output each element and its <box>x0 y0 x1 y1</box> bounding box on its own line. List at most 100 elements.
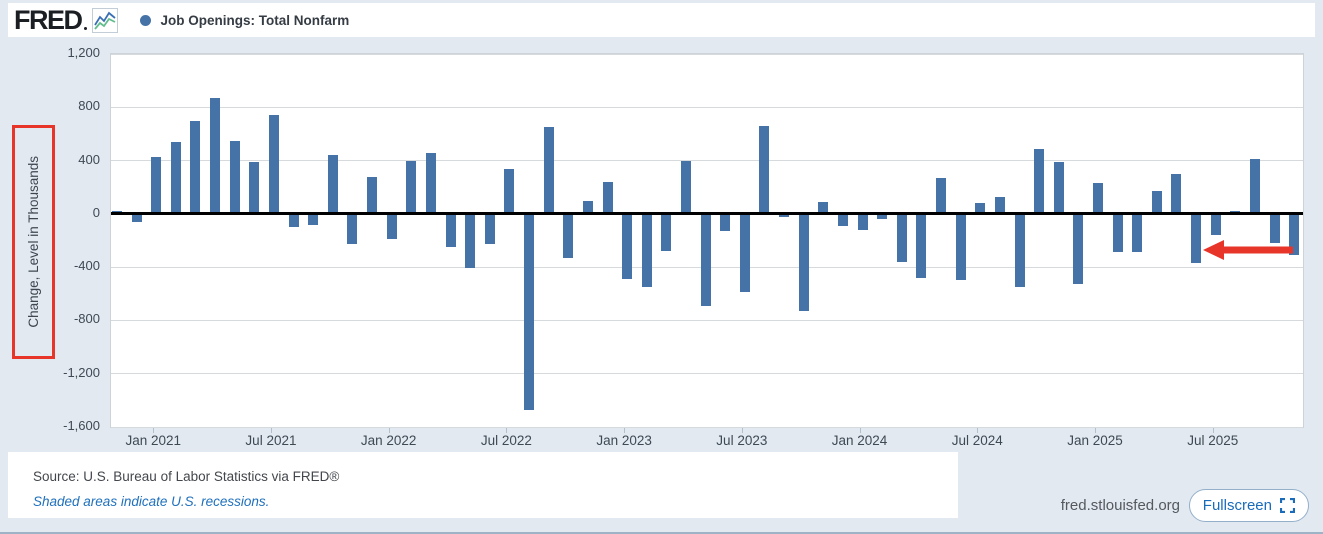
bar-jun-2022 <box>484 213 495 245</box>
bar-jul-2022 <box>504 168 515 214</box>
bar-may-2025 <box>1171 173 1182 214</box>
bar-aug-2021 <box>288 213 299 228</box>
bar-mar-2022 <box>425 152 436 214</box>
bar-may-2023 <box>700 213 711 306</box>
bar-sep-2021 <box>308 213 319 225</box>
bar-dec-2021 <box>367 176 378 214</box>
y-axis-tick-label: 1,200 <box>67 45 100 60</box>
bar-jul-2021 <box>268 115 279 214</box>
footer-notes: Source: U.S. Bureau of Labor Statistics … <box>8 452 958 518</box>
bar-apr-2025 <box>1151 191 1162 214</box>
x-axis-tick <box>153 427 155 433</box>
bar-aug-2023 <box>759 125 770 214</box>
bar-oct-2021 <box>327 155 338 214</box>
y-axis-title: Change, Level in Thousands <box>26 156 41 328</box>
fred-logo-text: FRED <box>14 5 83 35</box>
zero-line <box>111 212 1303 216</box>
red-arrow-annotation <box>1203 239 1294 260</box>
bar-mar-2024 <box>896 213 907 262</box>
bar-may-2024 <box>936 177 947 214</box>
x-axis-tick <box>977 427 979 433</box>
bar-jan-2022 <box>386 213 397 240</box>
site-link[interactable]: fred.stlouisfed.org <box>1060 497 1180 514</box>
y-axis-tick-label: -800 <box>73 311 100 327</box>
bar-mar-2023 <box>661 213 672 252</box>
fred-graph-icon <box>91 7 118 33</box>
bar-sep-2025 <box>1249 159 1260 214</box>
registered-mark-icon <box>83 27 87 30</box>
bar-jan-2021 <box>151 156 162 214</box>
bar-may-2021 <box>229 140 240 214</box>
ylabel-annotation-red-box: Change, Level in Thousands <box>12 125 55 359</box>
fullscreen-icon <box>1280 498 1295 513</box>
bar-jun-2024 <box>955 213 966 281</box>
x-axis-tick <box>1212 427 1214 433</box>
bar-oct-2022 <box>563 213 574 258</box>
x-axis-tick <box>741 427 743 433</box>
bar-jan-2024 <box>857 213 868 230</box>
x-axis-tick-label: Jul 2023 <box>716 433 768 448</box>
x-axis-tick-label: Jul 2022 <box>480 433 532 448</box>
bar-feb-2023 <box>641 213 652 288</box>
gridline <box>111 426 1303 428</box>
x-axis-tick <box>506 427 508 433</box>
bar-jan-2023 <box>622 213 633 280</box>
bar-mar-2025 <box>1132 213 1143 253</box>
x-axis-tick-label: Jan 2025 <box>1067 433 1123 448</box>
x-axis-tick-label: Jul 2024 <box>951 433 1003 448</box>
bar-jun-2023 <box>720 213 731 232</box>
bar-jun-2021 <box>249 161 260 214</box>
gridline <box>111 160 1303 162</box>
bar-jun-2025 <box>1191 213 1202 264</box>
bar-jul-2024 <box>975 203 986 214</box>
x-axis-tick-label: Jan 2024 <box>831 433 888 448</box>
y-axis-tick-label: -1,600 <box>63 418 100 433</box>
fullscreen-label: Fullscreen <box>1202 497 1272 514</box>
bar-nov-2024 <box>1053 161 1064 214</box>
bar-jul-2023 <box>739 213 750 293</box>
bar-apr-2022 <box>445 213 456 248</box>
bar-dec-2022 <box>602 181 613 214</box>
bar-jul-2025 <box>1210 213 1221 236</box>
y-axis-tick-label: 0 <box>92 204 100 220</box>
bar-jan-2025 <box>1093 183 1103 214</box>
x-axis-tick-label: Jan 2023 <box>596 433 652 448</box>
bar-apr-2024 <box>916 213 927 278</box>
fullscreen-button[interactable]: Fullscreen <box>1188 489 1309 522</box>
header: FRED Job Openings: Total Nonfarm <box>8 3 1315 37</box>
x-axis-tick <box>388 427 390 433</box>
x-axis-tick-label: Jan 2022 <box>360 433 417 448</box>
gridline <box>111 373 1303 375</box>
fred-logo[interactable]: FRED <box>14 5 90 35</box>
x-axis-tick-label: Jul 2025 <box>1187 433 1239 448</box>
bar-nov-2023 <box>818 201 829 214</box>
series-title: Job Openings: Total Nonfarm <box>160 12 350 28</box>
bar-dec-2024 <box>1073 213 1084 285</box>
bar-sep-2024 <box>1014 213 1025 288</box>
bar-apr-2023 <box>680 160 691 214</box>
bar-feb-2022 <box>406 160 417 214</box>
y-axis-tick-label: 800 <box>78 98 100 114</box>
bar-oct-2023 <box>798 213 809 312</box>
x-axis-tick-label: Jul 2021 <box>245 433 297 448</box>
x-axis-tick <box>1095 427 1096 433</box>
y-axis-tick-label: 400 <box>78 151 100 167</box>
bar-dec-2023 <box>837 213 848 226</box>
bar-mar-2021 <box>190 120 201 214</box>
bar-nov-2025 <box>1289 213 1300 256</box>
bar-oct-2025 <box>1269 213 1280 244</box>
bar-nov-2021 <box>347 213 358 245</box>
x-axis-tick <box>270 427 272 433</box>
bar-apr-2021 <box>210 97 221 214</box>
y-axis-tick-label: -1,200 <box>63 364 100 380</box>
plot-area[interactable] <box>110 53 1304 428</box>
gridline <box>111 53 1303 55</box>
bar-aug-2024 <box>994 196 1005 214</box>
bar-feb-2021 <box>170 141 181 214</box>
bar-nov-2022 <box>582 200 593 214</box>
recession-note-link[interactable]: Shaded areas indicate U.S. recessions. <box>33 494 270 509</box>
gridline <box>111 319 1303 321</box>
x-axis-tick-label: Jan 2021 <box>125 433 182 448</box>
bar-sep-2022 <box>543 127 554 214</box>
